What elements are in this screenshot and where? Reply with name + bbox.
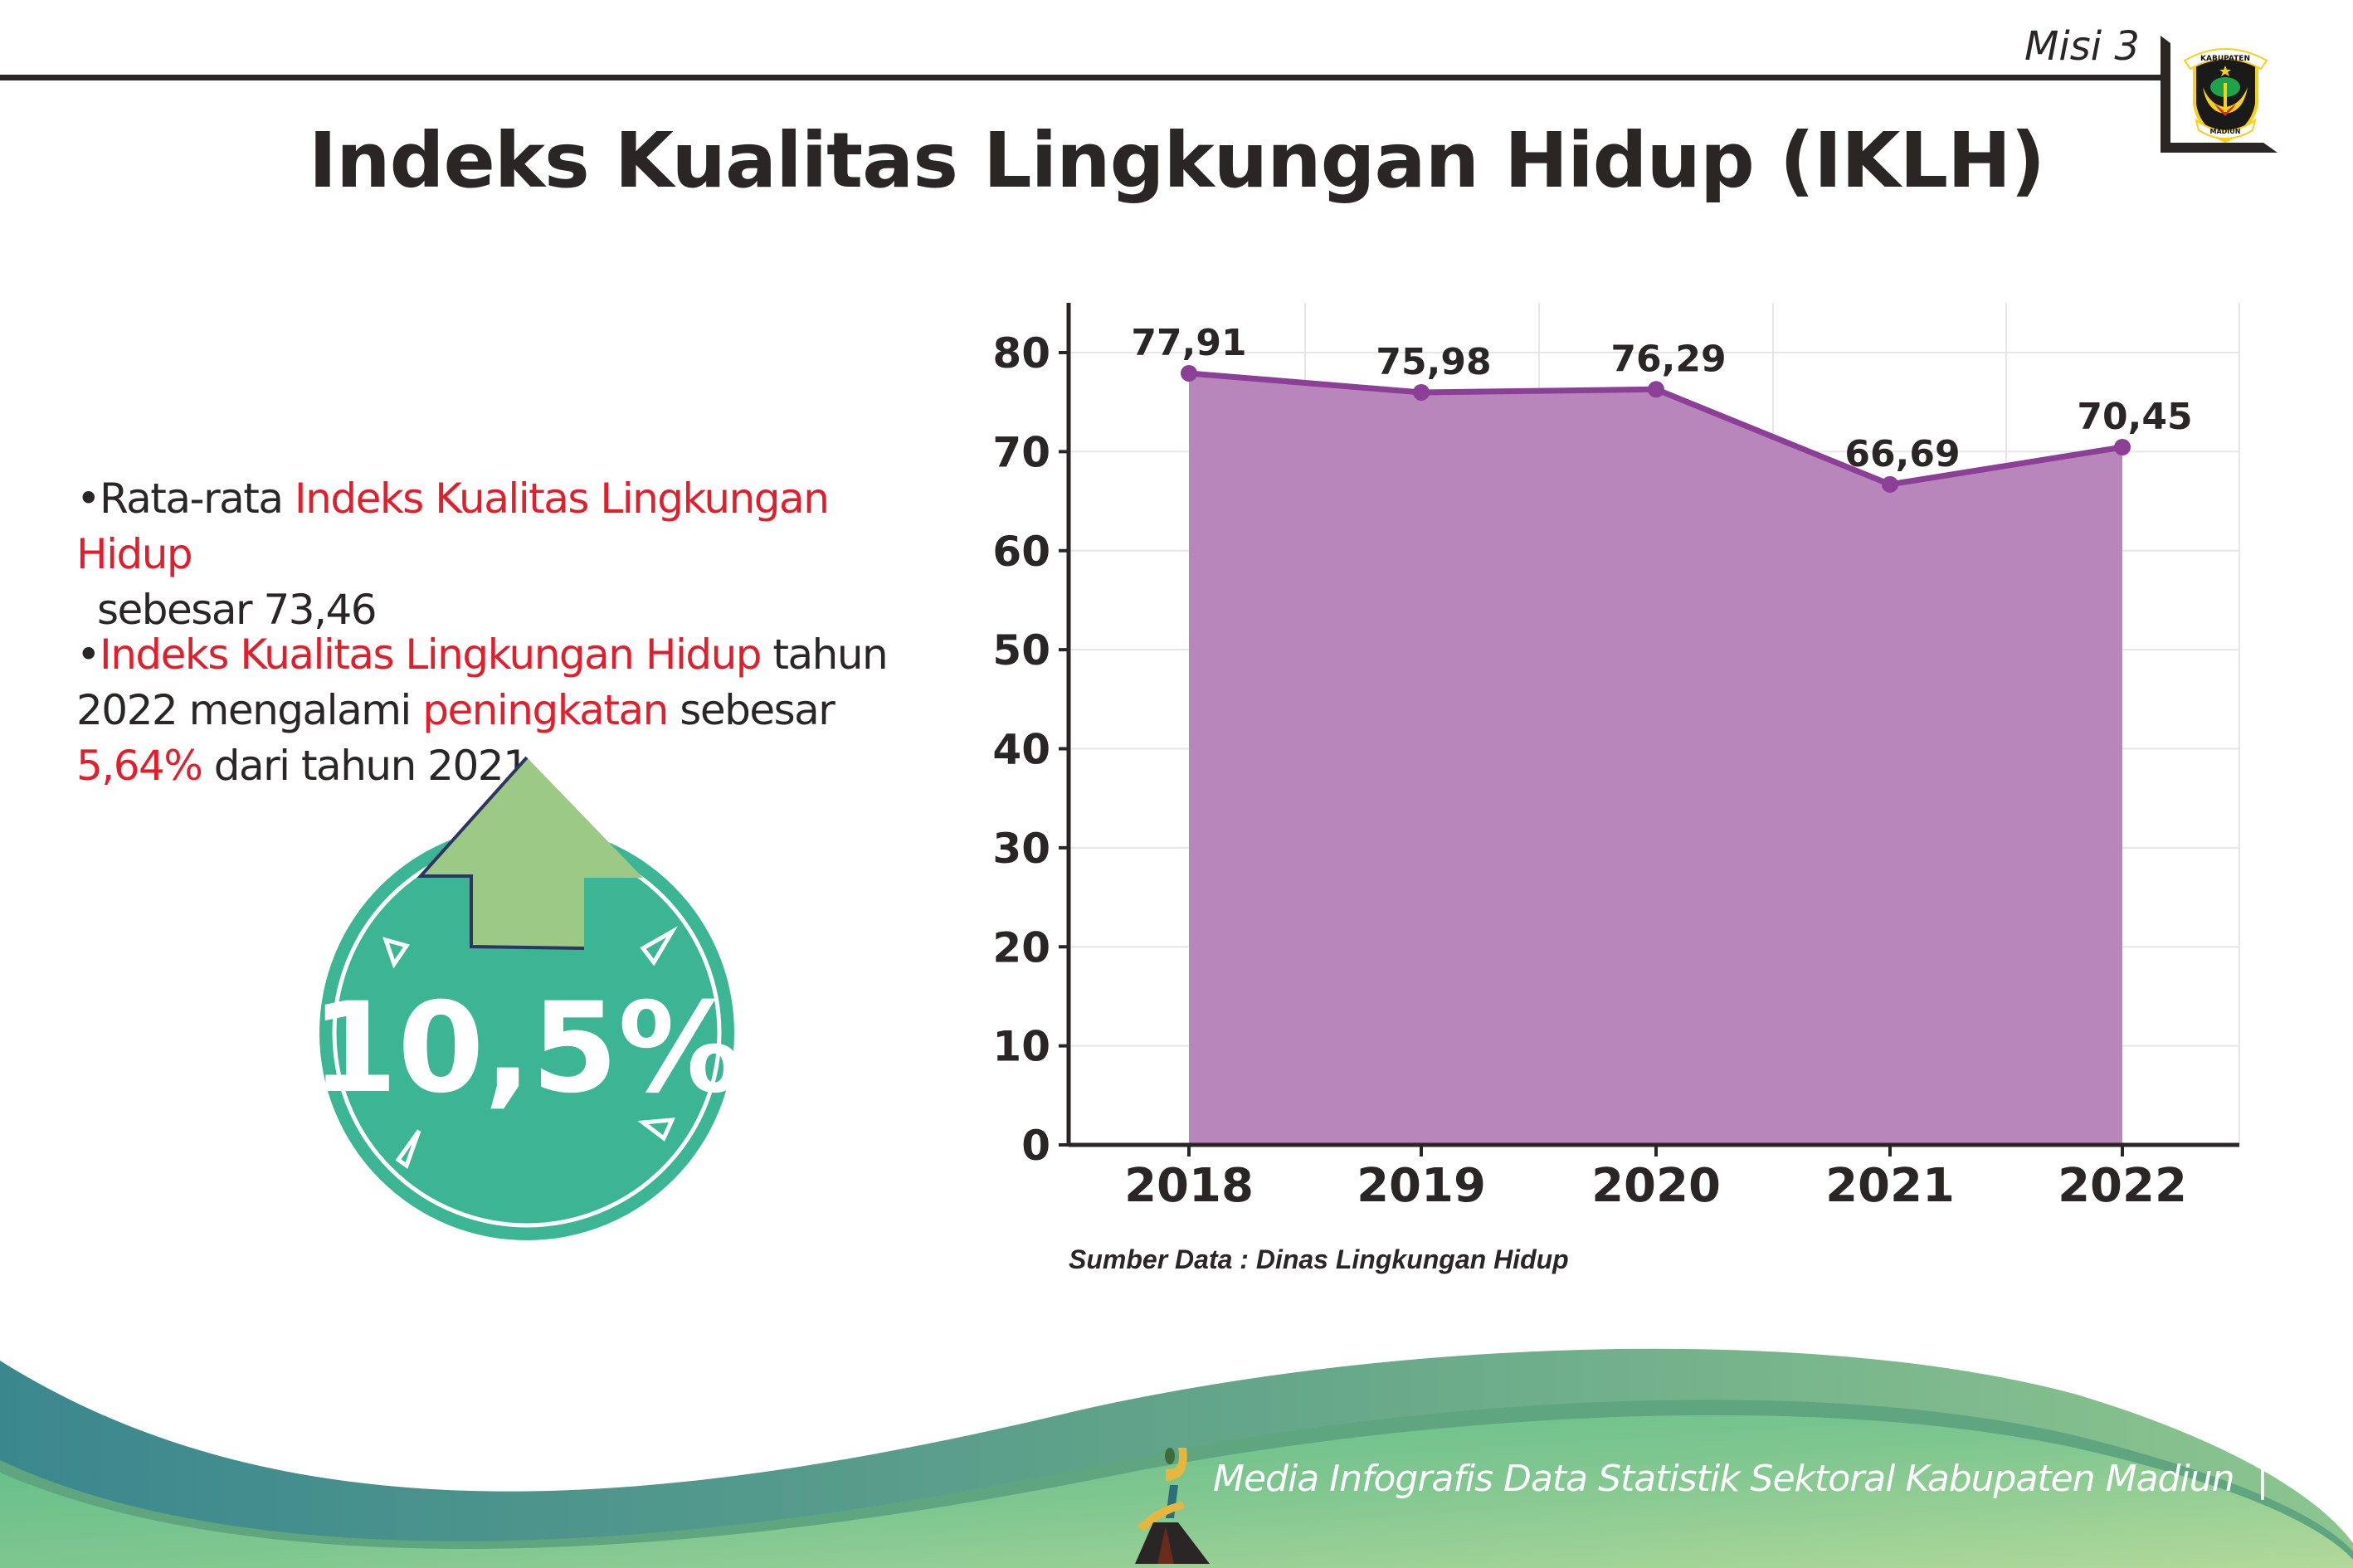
x-tick-label-2019: 2019 xyxy=(1357,1159,1486,1213)
x-tick-label-2018: 2018 xyxy=(1124,1159,1254,1213)
y-tick-label: 50 xyxy=(992,626,1050,674)
logo-text-top: KABUPATEN xyxy=(2200,55,2250,63)
data-label-2022: 70,45 xyxy=(2077,396,2192,438)
area-fill xyxy=(1189,373,2122,1146)
x-tick-label-2020: 2020 xyxy=(1591,1159,1721,1213)
x-tick-label-2022: 2022 xyxy=(2058,1159,2187,1213)
x-tick-label-2021: 2021 xyxy=(1825,1159,1955,1213)
data-point-2022 xyxy=(2114,439,2131,456)
header-frame xyxy=(0,36,2277,153)
statistik-figure-icon xyxy=(1135,1448,1210,1564)
data-label-2021: 66,69 xyxy=(1844,433,1960,475)
y-tick-label: 40 xyxy=(992,726,1050,774)
increase-badge: 10,5% xyxy=(311,756,743,1240)
data-label-2018: 77,91 xyxy=(1131,322,1246,364)
header-rule xyxy=(0,75,2167,80)
bullet1-highlight: Indeks Kualitas Lingkungan Hidup xyxy=(76,475,830,578)
footer-separator: | xyxy=(2256,1458,2268,1500)
data-point-2020 xyxy=(1648,381,1664,398)
data-point-2018 xyxy=(1181,364,1197,382)
data-label-2019: 75,98 xyxy=(1376,341,1491,383)
badge-value: 10,5% xyxy=(311,976,743,1121)
y-tick-label: 10 xyxy=(992,1023,1050,1071)
bullet2-highlight-percent: 5,64% xyxy=(76,742,203,790)
bullet2-highlight-index: Indeks Kualitas Lingkungan Hidup xyxy=(100,631,762,679)
badge-circle xyxy=(319,825,734,1240)
bullet2-text3: dari tahun 2021 xyxy=(202,742,529,790)
bullet1-suffix: sebesar 73,46 xyxy=(97,586,378,634)
data-point-2019 xyxy=(1413,383,1430,401)
page-title: Indeks Kualitas Lingkungan Hidup (IKLH) xyxy=(308,116,2045,205)
footer-text: Media Infografis Data Statistik Sektoral… xyxy=(1213,1458,2234,1500)
kabupaten-madiun-logo: KABUPATEN MADIUN xyxy=(2183,48,2268,144)
sparkle-triangles-icon xyxy=(382,926,678,1169)
y-tick-label: 20 xyxy=(992,923,1050,971)
y-tick-label: 80 xyxy=(992,329,1050,377)
y-tick-label: 60 xyxy=(992,528,1050,576)
data-label-2020: 76,29 xyxy=(1610,338,1726,380)
iklh-area-chart: 0 10 20 30 40 50 60 70 80 77,91 2018 75,98 2019 76,29… xyxy=(992,303,2240,1213)
bullet2-highlight-increase: peningkatan xyxy=(422,686,669,734)
bullet1-prefix: Rata-rata xyxy=(100,475,295,523)
footer-caption: Media Infografis Data Statistik Sektoral… xyxy=(1213,1458,2268,1500)
footer-wave xyxy=(0,1348,2353,1568)
arrow-up-icon xyxy=(417,756,643,950)
y-tick-label: 30 xyxy=(992,825,1050,873)
data-point-2021 xyxy=(1882,475,1898,493)
source-note: Sumber Data : Dinas Lingkungan Hidup xyxy=(1069,1244,1569,1274)
axes xyxy=(1059,303,2239,1157)
y-tick-label: 0 xyxy=(1021,1122,1050,1170)
summary-bullet-average: •Rata-rata Indeks Kualitas Lingkungan Hi… xyxy=(76,475,830,634)
logo-text-bottom: MADIUN xyxy=(2210,128,2241,135)
bullet2-text2: sebesar xyxy=(667,686,835,734)
mission-label: Misi 3 xyxy=(2024,23,2140,70)
bullet2-text1: tahun 2022 mengalami xyxy=(76,631,889,734)
y-tick-label: 70 xyxy=(992,428,1050,476)
summary-bullet-increase: •Indeks Kualitas Lingkungan Hidup tahun … xyxy=(76,631,889,790)
